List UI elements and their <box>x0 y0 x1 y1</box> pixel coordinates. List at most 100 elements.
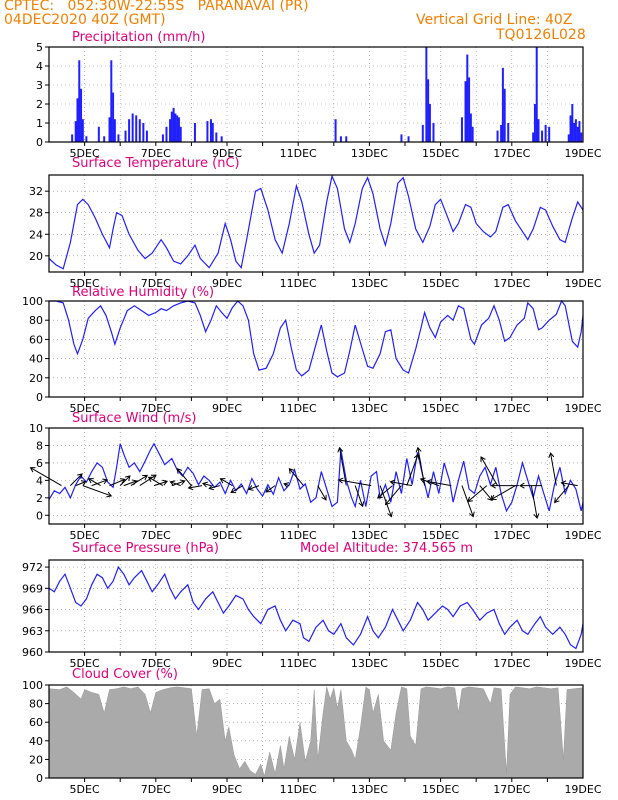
precip-bar <box>108 117 111 142</box>
precip-bar <box>124 130 127 142</box>
wind-vector <box>88 478 101 487</box>
panel-frame <box>48 174 584 273</box>
x-tick-label: 9DEC <box>212 529 242 542</box>
series-line <box>48 442 584 513</box>
precip-bar <box>80 88 83 142</box>
precip-bar <box>466 54 469 142</box>
precip-bar <box>176 115 179 142</box>
wind-arrowhead <box>106 491 113 498</box>
precip-bar <box>469 113 472 142</box>
wind-arrowhead <box>337 446 344 453</box>
header-model-id: TQ0126L028 <box>496 27 586 43</box>
panel-title: Surface Wind (m/s) <box>72 411 196 426</box>
x-tick-label: 11DEC <box>280 657 317 670</box>
y-tick-label: 60 <box>29 333 43 346</box>
y-tick-label: 32 <box>29 185 43 198</box>
panel-frame <box>48 46 584 143</box>
wind-vector <box>82 485 112 497</box>
precip-bar <box>131 113 134 142</box>
precip-bar <box>74 121 77 142</box>
wind-arrowhead <box>169 480 176 487</box>
panel-title: Relative Humidity (%) <box>72 285 214 300</box>
precip-bar <box>500 124 503 142</box>
x-tick-label: 7DEC <box>141 277 171 290</box>
y-tick-label: 1 <box>36 117 43 130</box>
x-tick-label: 9DEC <box>212 657 242 670</box>
series-line <box>49 299 584 378</box>
precip-bar <box>578 121 581 142</box>
y-tick-label: 0 <box>36 772 43 785</box>
precip-bar <box>548 126 551 142</box>
precip-bar <box>567 134 570 142</box>
precip-bar <box>432 123 435 142</box>
x-tick-label: 13DEC <box>351 783 388 796</box>
x-tick-label: 17DEC <box>493 402 530 415</box>
precip-bar <box>460 117 463 142</box>
precip-bar <box>110 60 113 142</box>
x-tick-label: 5DEC <box>70 147 100 160</box>
panel-frame <box>48 300 584 398</box>
panel-title: Surface Temperature (nC) <box>72 156 240 171</box>
precip-bar <box>464 81 467 142</box>
wind-vector <box>480 456 498 486</box>
precip-bar <box>334 119 337 142</box>
precip-bar <box>427 79 430 142</box>
y-tick-label: 969 <box>22 582 43 595</box>
wind-arrowhead <box>162 479 169 486</box>
precip-bar <box>145 130 148 142</box>
x-tick-label: 11DEC <box>280 783 317 796</box>
wind-arrowhead <box>358 501 365 508</box>
wind-arrowhead <box>179 479 186 486</box>
wind-vector <box>479 485 493 501</box>
wind-arrowhead <box>283 482 290 488</box>
wind-arrowhead <box>247 485 254 491</box>
wind-arrowhead <box>230 487 237 494</box>
x-tick-label: 13DEC <box>351 147 388 160</box>
wind-arrowhead <box>490 482 496 489</box>
wind-vector <box>70 473 83 486</box>
header-location: CPTEC: 052:30W-22:55S PARANAVAI (PR) <box>4 0 309 14</box>
series-line <box>48 174 584 270</box>
wind-arrowhead <box>208 484 215 491</box>
wind-vector <box>338 479 372 487</box>
y-tick-label: 8 <box>36 439 43 452</box>
wind-vector <box>385 485 402 505</box>
wind-vector <box>550 453 557 486</box>
precip-bar <box>165 126 168 142</box>
precip-bar <box>496 130 499 142</box>
y-tick-label: 2 <box>36 492 43 505</box>
wind-vector <box>561 482 578 487</box>
precip-bar <box>76 98 79 142</box>
panel-frame <box>48 559 584 653</box>
wind-vector <box>188 485 203 489</box>
wind-arrowhead <box>519 482 525 489</box>
x-tick-label: 7DEC <box>141 402 171 415</box>
x-tick-label: 15DEC <box>422 277 459 290</box>
precip-bar <box>503 88 506 142</box>
y-tick-label: 20 <box>29 372 43 385</box>
wind-vector <box>317 485 327 501</box>
wind-arrowhead <box>142 474 149 481</box>
wind-vector <box>202 482 212 487</box>
wind-vector <box>289 468 304 486</box>
panel-title: Precipitation (mm/h) <box>72 30 205 45</box>
x-tick-label: 11DEC <box>280 402 317 415</box>
precip-bar <box>113 119 116 142</box>
wind-arrowhead <box>102 478 109 485</box>
precip-bar <box>138 119 141 142</box>
y-tick-label: 100 <box>22 679 43 692</box>
x-tick-label: 17DEC <box>493 277 530 290</box>
precip-bar <box>211 123 214 142</box>
wind-vector <box>467 485 488 502</box>
wind-vector <box>377 485 393 499</box>
x-tick-label: 5DEC <box>70 783 100 796</box>
x-tick-label: 9DEC <box>212 783 242 796</box>
wind-vector <box>220 478 233 487</box>
x-tick-label: 17DEC <box>493 529 530 542</box>
wind-arrowhead <box>219 478 226 484</box>
precip-bar <box>97 126 100 142</box>
precip-bar <box>421 124 424 142</box>
wind-arrowhead <box>265 487 272 493</box>
wind-vector <box>265 485 276 493</box>
